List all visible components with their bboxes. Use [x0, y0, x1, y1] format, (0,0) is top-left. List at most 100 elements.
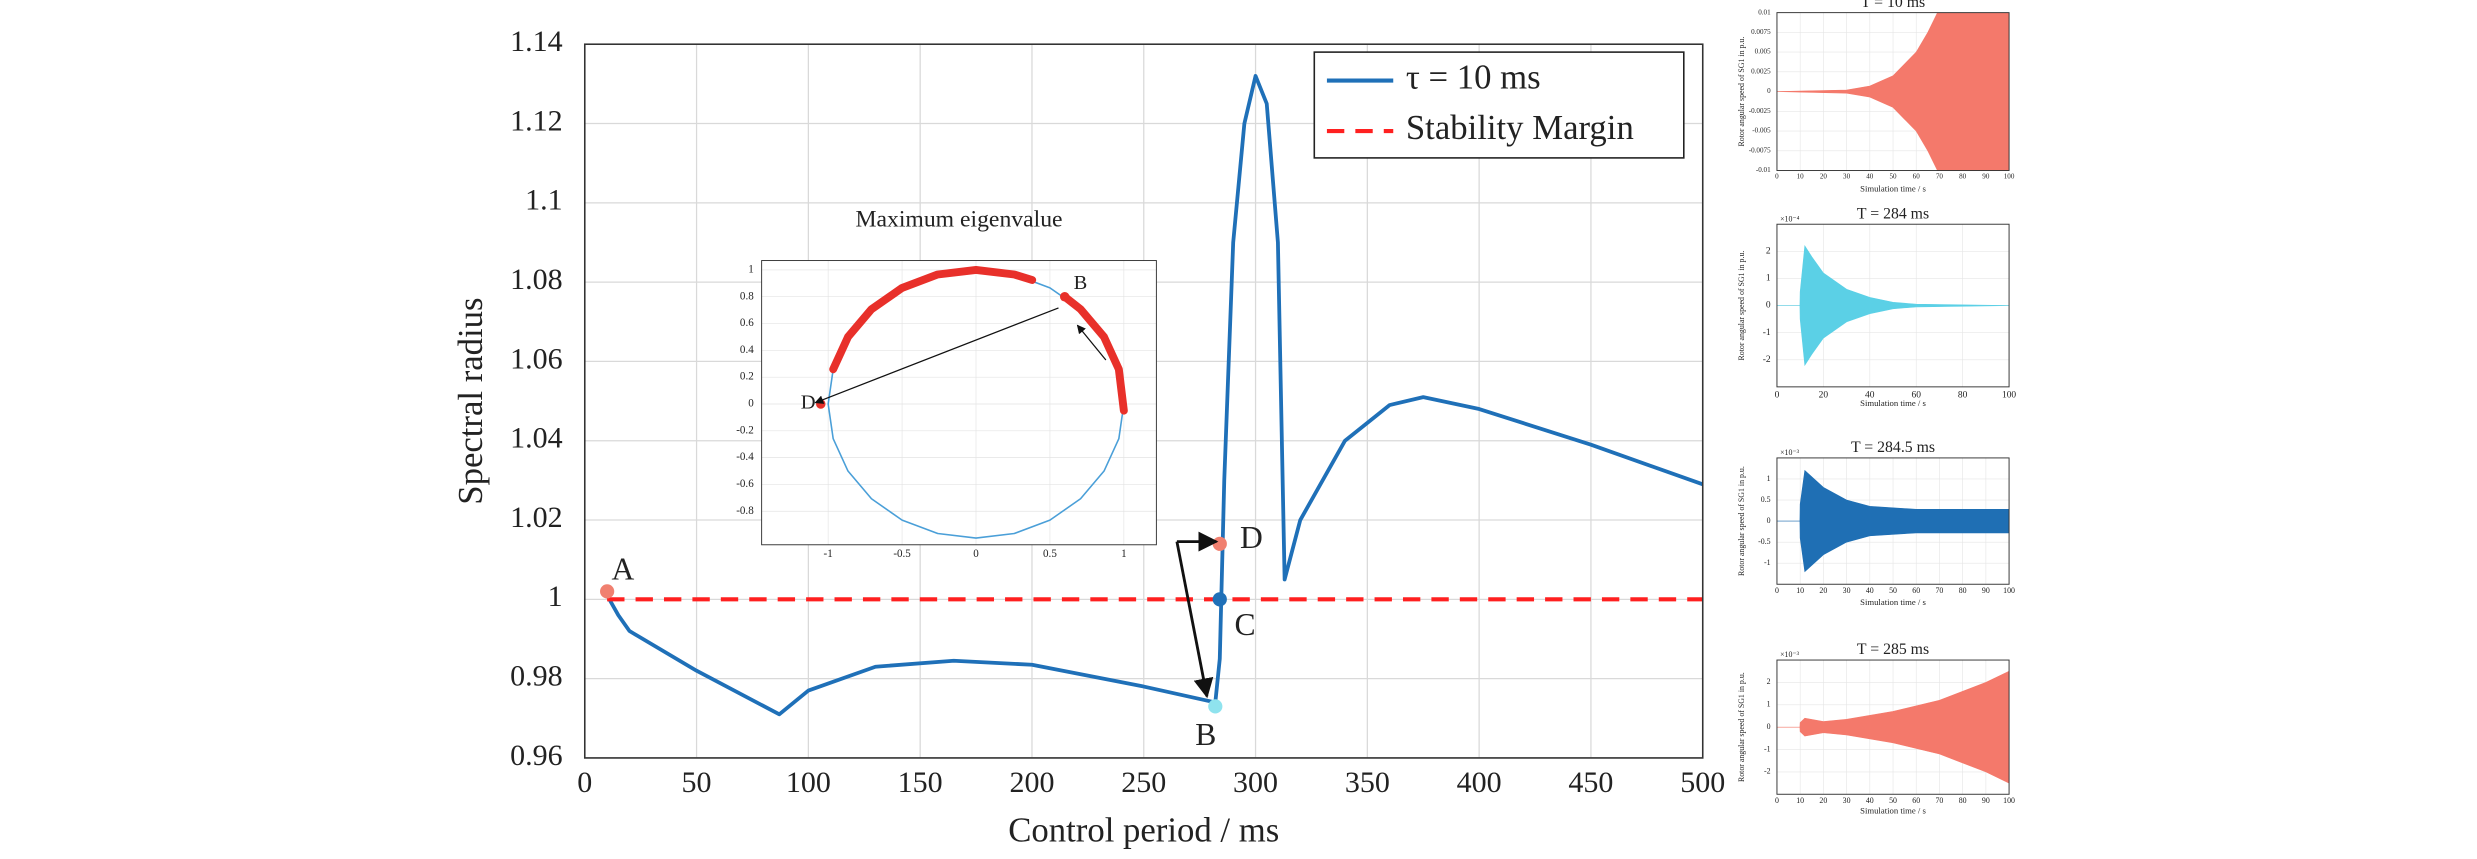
x-tick-label: 70 [1936, 796, 1944, 805]
y-tick-label: -1 [1764, 558, 1771, 567]
x-axis-label: Simulation time / s [1860, 398, 1926, 408]
series-group [827, 265, 1128, 539]
marker-point [1059, 292, 1070, 302]
y-tick-label: 0.01 [1758, 8, 1771, 16]
x-tick-label: 10 [1797, 173, 1805, 181]
x-tick-label: 450 [1568, 766, 1613, 799]
point-label: C [1235, 607, 1256, 642]
plot-frame [1776, 12, 2010, 172]
plot-frame [1776, 223, 2010, 388]
x-tick-label: 0 [1775, 173, 1779, 181]
y-tick-label: -0.0075 [1749, 146, 1771, 154]
series-line [827, 269, 1125, 539]
x-tick-label: 50 [1889, 173, 1897, 181]
y-tick-label: 0.8 [740, 290, 754, 302]
y-tick-label: -2 [1764, 767, 1771, 776]
plot-area [761, 260, 1157, 545]
oscillation-envelope [1776, 670, 2010, 784]
y-tick-label: 2 [1766, 247, 1771, 257]
x-tick-label: 60 [1911, 391, 1921, 401]
x-tick-label: 50 [1889, 796, 1897, 805]
x-tick-label: 80 [1958, 391, 1968, 401]
point-label: B [1195, 717, 1216, 752]
y-tick-label: 0.2 [740, 371, 754, 383]
series-group [1776, 670, 2010, 784]
x-tick-label: -1 [824, 548, 833, 560]
x-tick-label: 50 [682, 766, 712, 799]
x-tick-label: 100 [2003, 796, 2015, 805]
chart-title: Maximum eigenvalue [855, 207, 1062, 233]
marker-point [1212, 592, 1227, 607]
x-tick-label: 90 [1982, 586, 1990, 595]
y-axis-label: Rotor angular speed of SG1 in p.u. [1737, 37, 1746, 147]
x-tick-label: 10 [1796, 796, 1804, 805]
plot: 0 20 40 60 80 100 -2 -1 0 1 2 T = 284 ms Simulation … [1737, 205, 2016, 408]
x-tick-label: 50 [1889, 586, 1897, 595]
x-tick-label: 70 [1936, 173, 1944, 181]
point-label: D [801, 392, 816, 414]
x-tick-label: 20 [1819, 586, 1827, 595]
y-tick-label: 0 [1767, 87, 1771, 95]
plot-frame [1776, 659, 2010, 795]
y-tick-label: 1.08 [510, 263, 563, 296]
x-tick-label: 80 [1959, 796, 1967, 805]
series-group [605, 74, 1703, 717]
x-tick-label: 30 [1843, 586, 1851, 595]
x-tick-label: 0 [973, 548, 979, 560]
x-tick-label: 20 [1819, 391, 1829, 401]
plot-frame [761, 260, 1157, 546]
x-tick-label: 70 [1936, 586, 1944, 595]
x-tick-label: 60 [1912, 796, 1920, 805]
x-tick-label: 40 [1866, 586, 1874, 595]
y-axis-label: Rotor angular speed of SG1 in p.u. [1737, 672, 1746, 782]
x-tick-label: 350 [1345, 766, 1390, 799]
y-tick-label: -0.01 [1756, 166, 1771, 174]
plot: 0 10 20 30 40 50 60 70 80 90 100 -1 -0.5 0 0.5 1 T = 284… [1737, 439, 2015, 607]
x-tick-label: 60 [1913, 173, 1921, 181]
arrow [814, 307, 1059, 404]
legend-label: Stability Margin [1406, 108, 1634, 147]
x-tick-label: 0 [1775, 391, 1780, 401]
x-tick-label: 0 [1775, 586, 1779, 595]
x-tick-label: 0 [1775, 796, 1779, 805]
chart-title: T = 10 ms [1861, 0, 1925, 11]
x-axis-label: Simulation time / s [1860, 183, 1926, 193]
y-tick-label: 1 [1767, 700, 1771, 709]
x-tick-label: 90 [1982, 173, 1990, 181]
plot-frame [1776, 457, 2010, 585]
y-tick-label: 1.06 [510, 342, 563, 375]
x-axis-label: Simulation time / s [1860, 806, 1926, 816]
x-tick-label: 250 [1121, 766, 1166, 799]
y-tick-label: -0.8 [736, 505, 754, 517]
x-tick-label: 30 [1843, 796, 1851, 805]
x-tick-label: 80 [1959, 586, 1967, 595]
x-tick-label: 100 [2002, 391, 2016, 401]
y-tick-label: 1.14 [510, 25, 563, 58]
y-tick-label: 0.96 [510, 739, 563, 772]
y-tick-label: 0.6 [740, 317, 754, 329]
chart-title: T = 285 ms [1857, 641, 1929, 658]
y-tick-label: 0.0025 [1751, 67, 1771, 75]
marker-point [600, 584, 615, 599]
y-tick-label: 1 [1766, 274, 1771, 284]
y-tick-label: 0.98 [510, 660, 563, 693]
y-tick-label: -0.6 [736, 478, 754, 490]
oscillation-envelope [1776, 244, 2010, 367]
y-tick-label: 0.0075 [1751, 28, 1771, 36]
y-tick-label: 1.04 [510, 422, 563, 455]
y-axis-label: Rotor angular speed of SG1 in p.u. [1737, 466, 1746, 576]
y-multiplier: ×10⁻⁴ [1780, 214, 1799, 223]
x-axis-label: Control period / ms [1008, 811, 1279, 850]
x-tick-label: 100 [786, 766, 831, 799]
y-tick-label: 1 [548, 580, 563, 613]
plot-frame [583, 43, 1704, 759]
arrow [1076, 324, 1107, 361]
y-tick-label: -0.005 [1752, 127, 1771, 135]
x-tick-label: 90 [1982, 796, 1990, 805]
x-tick-label: 20 [1819, 796, 1827, 805]
x-axis-label: Simulation time / s [1860, 597, 1926, 607]
y-tick-label: -0.2 [736, 424, 754, 436]
series-group [1776, 469, 2010, 573]
y-tick-label: -1 [1763, 328, 1771, 338]
